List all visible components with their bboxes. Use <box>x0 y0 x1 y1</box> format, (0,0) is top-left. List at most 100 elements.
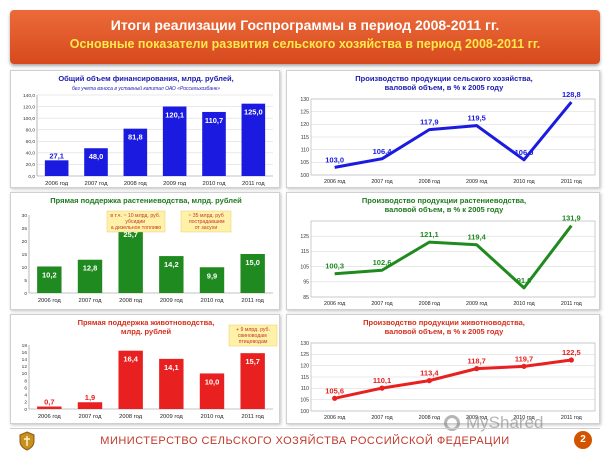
chart-subtitle: валовой объем, в % к 2005 году <box>385 205 504 214</box>
chart-panel-financing: Общий объем финансирования, млрд. рублей… <box>10 70 280 188</box>
callout-text: ~ 35 млрд. руб пострадавшим от засухи <box>187 213 225 231</box>
callout-line: ~ 35 млрд. руб <box>188 213 223 219</box>
data-label: 1,9 <box>85 393 95 402</box>
data-label: 118,7 <box>467 357 485 366</box>
callout-line: от засухи <box>195 225 218 231</box>
callout-line: свиноводам <box>238 333 268 339</box>
bar <box>77 259 103 293</box>
chart-subtitle: валовой объем, в % к 2005 году <box>385 83 504 92</box>
y-tick-label: 0 <box>24 407 27 413</box>
y-tick-label: 14 <box>22 357 28 363</box>
ministry-name: МИНИСТЕРСТВО СЕЛЬСКОГО ХОЗЯЙСТВА РОССИЙС… <box>100 435 510 447</box>
data-label: 81,8 <box>128 133 143 142</box>
chart-panel-production: Производство продукции сельского хозяйст… <box>286 70 600 188</box>
y-tick-label: 10 <box>22 265 28 271</box>
data-label: 106,0 <box>515 148 534 157</box>
data-label: 10,2 <box>42 270 57 279</box>
y-tick-label: 125 <box>300 352 309 358</box>
chart-crop-support: Прямая поддержка растениеводства, млрд. … <box>22 196 273 304</box>
y-tick-label: 95 <box>303 280 309 286</box>
data-label: 119,7 <box>515 354 533 363</box>
page-title: Итоги реализации Госпрограммы в период 2… <box>110 17 500 33</box>
data-label: 119,4 <box>467 233 486 242</box>
chart-title: Производство продукции сельского хозяйст… <box>355 74 532 83</box>
data-label: 15,0 <box>245 258 260 267</box>
x-tick-label: 2006 год <box>324 301 346 307</box>
y-tick-label: 120 <box>300 122 309 128</box>
y-tick-label: 85 <box>303 295 309 301</box>
y-tick-label: 130 <box>300 341 309 347</box>
x-tick-label: 2008 год <box>419 415 441 421</box>
y-tick-label: 140,0 <box>23 93 35 99</box>
bar <box>199 267 225 293</box>
chart-title: Производство продукции растениеводства, <box>362 196 526 205</box>
chart-subtitle: валовой объем, в % к 2005 году <box>385 327 504 336</box>
bar <box>37 406 62 409</box>
callout-line: пострадавшим <box>187 219 225 225</box>
callout-line: птицеводам <box>239 339 268 345</box>
data-label: 48,0 <box>89 152 104 161</box>
data-label: 12,8 <box>83 264 98 273</box>
chart-crop-production: Производство продукции растениеводства,в… <box>300 196 596 307</box>
chart-livestock-production: Производство продукции животноводства,ва… <box>300 318 596 421</box>
data-label: 113,4 <box>420 369 439 378</box>
chart-subtitle: млрд. рублей <box>121 327 172 336</box>
y-tick-label: 0 <box>24 291 27 297</box>
watermark-icon <box>444 415 460 431</box>
x-tick-label: 2009 год <box>466 301 488 307</box>
watermark: MyShared <box>444 412 584 436</box>
data-label: 15,7 <box>245 357 260 366</box>
page-subtitle: Основные показатели развития сельского х… <box>69 37 541 51</box>
callout-note <box>106 210 166 233</box>
data-label: 14,2 <box>164 260 179 269</box>
bar <box>84 148 108 176</box>
data-point <box>332 395 338 401</box>
bar <box>44 160 69 176</box>
data-label: 103,0 <box>325 155 344 164</box>
data-point <box>568 357 574 363</box>
x-tick-label: 2008 год <box>419 301 441 307</box>
callout-line: + 9 млрд. руб. <box>236 327 270 333</box>
data-label: 117,9 <box>420 118 438 127</box>
y-tick-label: 15 <box>22 252 28 258</box>
data-label: 121,1 <box>420 230 439 239</box>
y-tick-label: 125 <box>300 109 309 115</box>
y-tick-label: 25 <box>22 226 28 232</box>
chart-panel-livestock-support: Прямая поддержка животноводства, млрд. ру… <box>10 314 280 424</box>
x-tick-label: 2008 год <box>119 414 143 420</box>
data-label: 128,8 <box>562 90 581 99</box>
y-tick-label: 40,0 <box>26 151 36 157</box>
x-tick-label: 2007 год <box>79 298 103 304</box>
data-label: 10,0 <box>205 377 220 386</box>
callout-line: а дизельное топливо <box>111 225 162 231</box>
chart-title: Прямая поддержка животноводства, <box>78 318 215 327</box>
y-tick-label: 16 <box>22 350 28 356</box>
data-label: 119,5 <box>467 114 485 123</box>
page-number-badge: 2 <box>574 431 592 449</box>
data-point <box>379 385 385 391</box>
bar <box>159 256 184 293</box>
bar <box>241 103 266 176</box>
y-tick-label: 100 <box>300 173 309 179</box>
x-tick-label: 2011 год <box>561 415 583 421</box>
x-tick-label: 2011 год <box>241 298 264 304</box>
bar <box>118 226 143 293</box>
data-label: 91,0 <box>517 276 532 285</box>
x-tick-label: 2009 год <box>160 298 184 304</box>
data-label: 122,5 <box>562 348 581 357</box>
bar <box>118 350 143 409</box>
callout-line: в т.ч. ~ 10 млрд. руб. <box>110 213 161 219</box>
chart-title: Общий объем финансирования, млрд. рублей… <box>58 74 233 83</box>
data-label: 106,4 <box>373 147 393 156</box>
data-label: 102,6 <box>373 258 392 267</box>
x-tick-label: 2006 год <box>38 298 62 304</box>
data-label: 9,9 <box>207 271 217 280</box>
bar <box>202 111 226 176</box>
x-tick-label: 2007 год <box>371 179 393 185</box>
y-tick-label: 60,0 <box>26 139 36 145</box>
y-tick-label: 8 <box>24 378 27 384</box>
x-tick-label: 2009 год <box>466 179 488 185</box>
y-tick-label: 5 <box>24 278 27 284</box>
data-point <box>521 363 527 369</box>
bar <box>240 353 265 409</box>
